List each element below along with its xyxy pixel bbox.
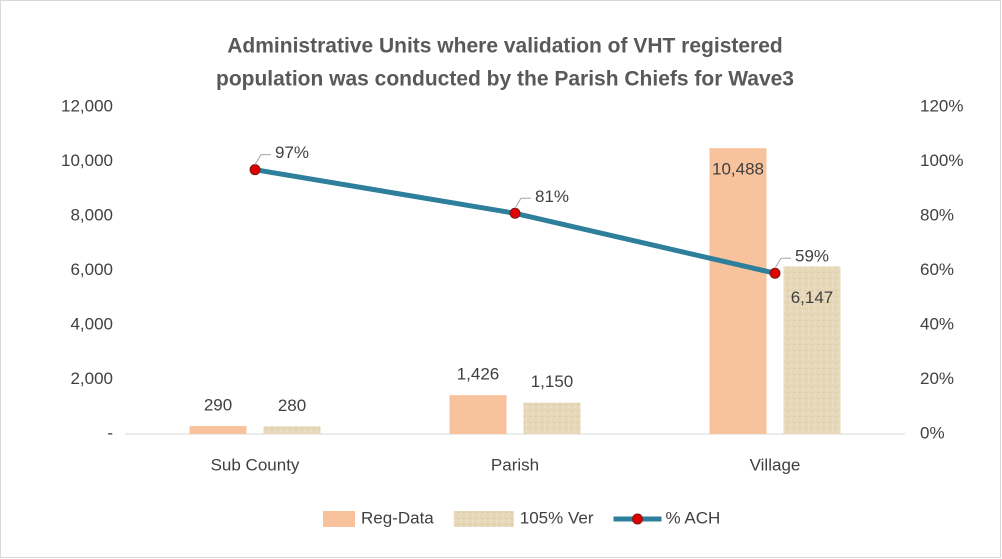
label-leader: [774, 257, 791, 269]
y2-tick-label: 40%: [920, 314, 954, 333]
legend-marker: [632, 513, 643, 525]
x-tick-label: Village: [750, 455, 801, 474]
y2-tick-label: 80%: [920, 205, 954, 224]
line-value-label: 97%: [275, 143, 309, 162]
legend-label: % ACH: [666, 508, 721, 527]
legend-swatch: [453, 511, 514, 527]
bar: [523, 402, 581, 434]
bar-value-label: 1,426: [457, 365, 500, 384]
x-tick-label: Parish: [491, 455, 539, 474]
line-value-label: 59%: [795, 247, 829, 266]
bar: [783, 266, 841, 434]
bar-value-label: 280: [278, 396, 306, 415]
y-tick-label: 2,000: [70, 369, 113, 388]
legend-swatch: [323, 511, 355, 527]
bar: [189, 426, 247, 434]
bar-value-label: 290: [204, 396, 232, 415]
legend-label: 105% Ver: [520, 508, 594, 527]
y-tick-label: -: [107, 423, 113, 442]
line-marker: [509, 207, 521, 219]
bar: [709, 148, 767, 434]
bar-value-label: 10,488: [712, 160, 764, 179]
line-marker: [769, 267, 781, 279]
bar: [263, 426, 321, 434]
y2-tick-label: 100%: [920, 151, 963, 170]
y2-tick-label: 60%: [920, 260, 954, 279]
y-tick-label: 4,000: [70, 314, 113, 333]
y2-tick-label: 0%: [920, 423, 945, 442]
label-leader: [254, 154, 271, 165]
line-marker: [249, 164, 261, 176]
y2-tick-label: 20%: [920, 369, 954, 388]
y2-tick-label: 120%: [920, 96, 963, 115]
chart-title: Administrative Units where validation of…: [227, 35, 782, 58]
bar-value-label: 1,150: [531, 372, 574, 391]
x-tick-label: Sub County: [211, 455, 300, 474]
bar: [449, 395, 507, 434]
legend-label: Reg-Data: [361, 508, 434, 527]
line-value-label: 81%: [535, 187, 569, 206]
y-tick-label: 6,000: [70, 260, 113, 279]
y-tick-label: 10,000: [61, 151, 113, 170]
y-tick-label: 8,000: [70, 205, 113, 224]
chart-title: population was conducted by the Parish C…: [216, 68, 794, 91]
y-tick-label: 12,000: [61, 96, 113, 115]
bar-value-label: 6,147: [791, 288, 834, 307]
label-leader: [514, 197, 531, 209]
